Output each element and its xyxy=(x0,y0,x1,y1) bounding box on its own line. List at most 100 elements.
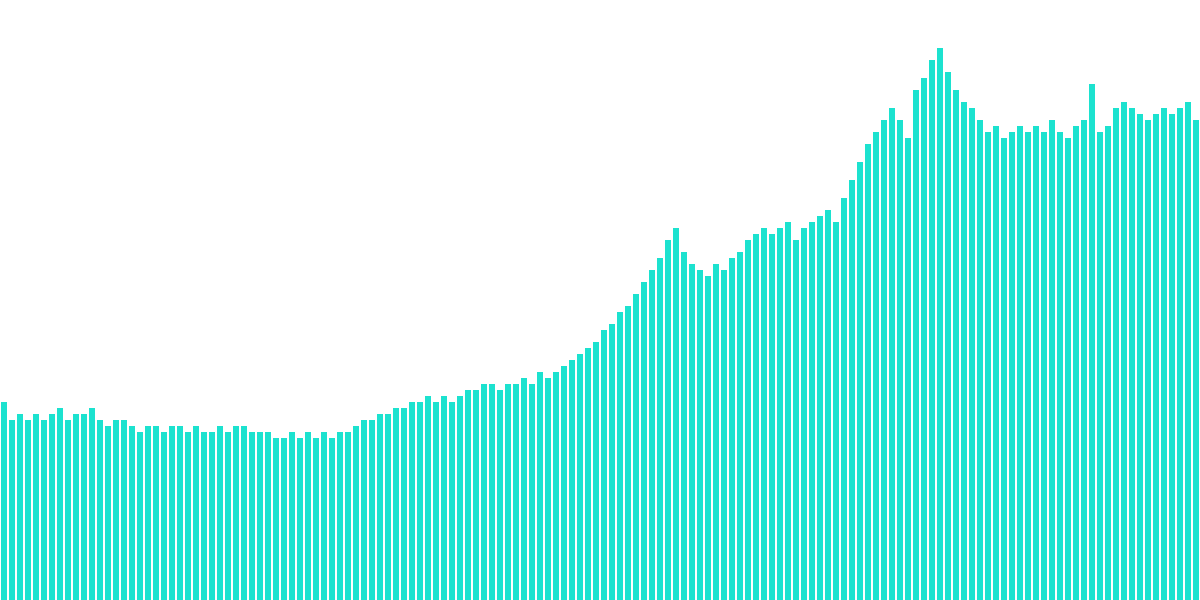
bar xyxy=(449,402,455,600)
bar xyxy=(369,420,375,600)
bar xyxy=(1185,102,1191,600)
bar xyxy=(473,390,479,600)
bar xyxy=(609,324,615,600)
bar xyxy=(1177,108,1183,600)
bar xyxy=(393,408,399,600)
bar xyxy=(801,228,807,600)
bar xyxy=(673,228,679,600)
bar xyxy=(713,264,719,600)
bar xyxy=(953,90,959,600)
bar xyxy=(521,378,527,600)
bar xyxy=(513,384,519,600)
bar xyxy=(169,426,175,600)
bar xyxy=(9,420,15,600)
bar xyxy=(1169,114,1175,600)
bar xyxy=(841,198,847,600)
bar xyxy=(1025,132,1031,600)
bar xyxy=(177,426,183,600)
bar xyxy=(17,414,23,600)
bar xyxy=(129,426,135,600)
bar xyxy=(865,144,871,600)
bar xyxy=(1145,120,1151,600)
bar xyxy=(569,360,575,600)
bar xyxy=(593,342,599,600)
bar xyxy=(705,276,711,600)
bar xyxy=(1193,120,1199,600)
bar xyxy=(289,432,295,600)
bar xyxy=(809,222,815,600)
bar xyxy=(505,384,511,600)
bar xyxy=(1065,138,1071,600)
bar xyxy=(1041,132,1047,600)
bar xyxy=(353,426,359,600)
bar xyxy=(481,384,487,600)
bar xyxy=(585,348,591,600)
bar xyxy=(57,408,63,600)
bar xyxy=(465,390,471,600)
bar xyxy=(697,270,703,600)
bar xyxy=(209,432,215,600)
bar xyxy=(441,396,447,600)
bar xyxy=(257,432,263,600)
bar xyxy=(1001,138,1007,600)
bar xyxy=(857,162,863,600)
bar xyxy=(1081,120,1087,600)
bar xyxy=(1089,84,1095,600)
bar xyxy=(273,438,279,600)
bar xyxy=(305,432,311,600)
bar xyxy=(1161,108,1167,600)
bar xyxy=(457,396,463,600)
bar xyxy=(281,438,287,600)
bar xyxy=(825,210,831,600)
bar xyxy=(833,222,839,600)
bar xyxy=(577,354,583,600)
bar xyxy=(1153,114,1159,600)
bar xyxy=(313,438,319,600)
bar xyxy=(601,330,607,600)
bar xyxy=(985,132,991,600)
bar xyxy=(1113,108,1119,600)
bar xyxy=(265,432,271,600)
bar xyxy=(617,312,623,600)
bar xyxy=(89,408,95,600)
bar xyxy=(681,252,687,600)
bar xyxy=(249,432,255,600)
bar xyxy=(137,432,143,600)
bar xyxy=(1137,114,1143,600)
bar xyxy=(385,414,391,600)
bar-chart xyxy=(0,0,1200,600)
bar xyxy=(497,390,503,600)
bar xyxy=(889,108,895,600)
bar xyxy=(329,438,335,600)
bar xyxy=(721,270,727,600)
bar xyxy=(945,72,951,600)
bar xyxy=(937,48,943,600)
bar xyxy=(153,426,159,600)
bar xyxy=(409,402,415,600)
bar xyxy=(737,252,743,600)
bar xyxy=(969,108,975,600)
bar xyxy=(241,426,247,600)
bar xyxy=(425,396,431,600)
bar xyxy=(977,120,983,600)
bar xyxy=(633,294,639,600)
bar xyxy=(649,270,655,600)
bar xyxy=(665,240,671,600)
bar xyxy=(185,432,191,600)
bar xyxy=(217,426,223,600)
bar xyxy=(929,60,935,600)
bar xyxy=(1009,132,1015,600)
bar xyxy=(625,306,631,600)
bar xyxy=(1129,108,1135,600)
bar xyxy=(377,414,383,600)
bar xyxy=(41,420,47,600)
bar xyxy=(401,408,407,600)
bar xyxy=(689,264,695,600)
bar xyxy=(65,420,71,600)
bar xyxy=(1097,132,1103,600)
bar xyxy=(201,432,207,600)
bar xyxy=(97,420,103,600)
bar xyxy=(161,432,167,600)
bar xyxy=(49,414,55,600)
bar xyxy=(1033,126,1039,600)
